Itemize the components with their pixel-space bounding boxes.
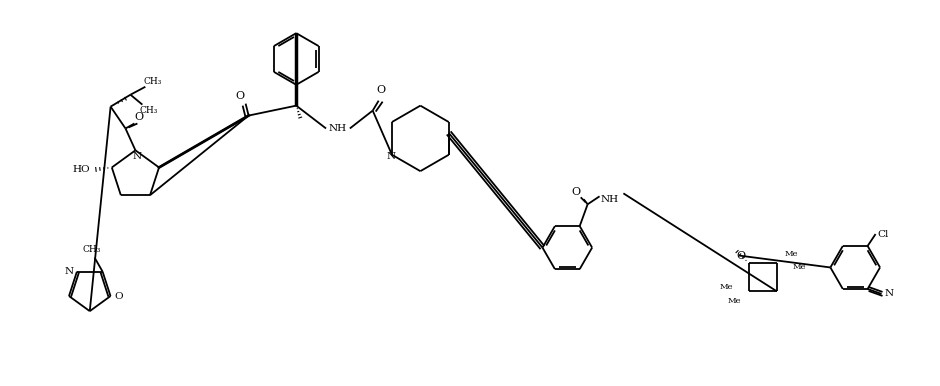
Text: Me: Me (720, 283, 733, 291)
Text: O: O (134, 112, 144, 122)
Text: O: O (376, 85, 385, 95)
Text: N: N (885, 290, 894, 298)
Text: N: N (65, 267, 73, 276)
Text: N: N (133, 152, 142, 161)
Text: Me: Me (785, 250, 798, 257)
Text: Cl: Cl (878, 230, 889, 239)
Text: Me: Me (792, 264, 807, 271)
Text: NH: NH (601, 195, 619, 204)
Text: N: N (386, 152, 396, 161)
Text: O: O (736, 251, 745, 261)
Text: CH₃: CH₃ (139, 106, 158, 115)
Text: O: O (235, 91, 244, 101)
Text: O: O (572, 187, 580, 197)
Text: NH: NH (329, 124, 347, 133)
Text: CH₃: CH₃ (143, 77, 162, 86)
Text: CH₃: CH₃ (83, 245, 101, 254)
Text: HO: HO (72, 165, 90, 174)
Text: Me: Me (728, 297, 741, 305)
Text: O: O (114, 291, 123, 301)
